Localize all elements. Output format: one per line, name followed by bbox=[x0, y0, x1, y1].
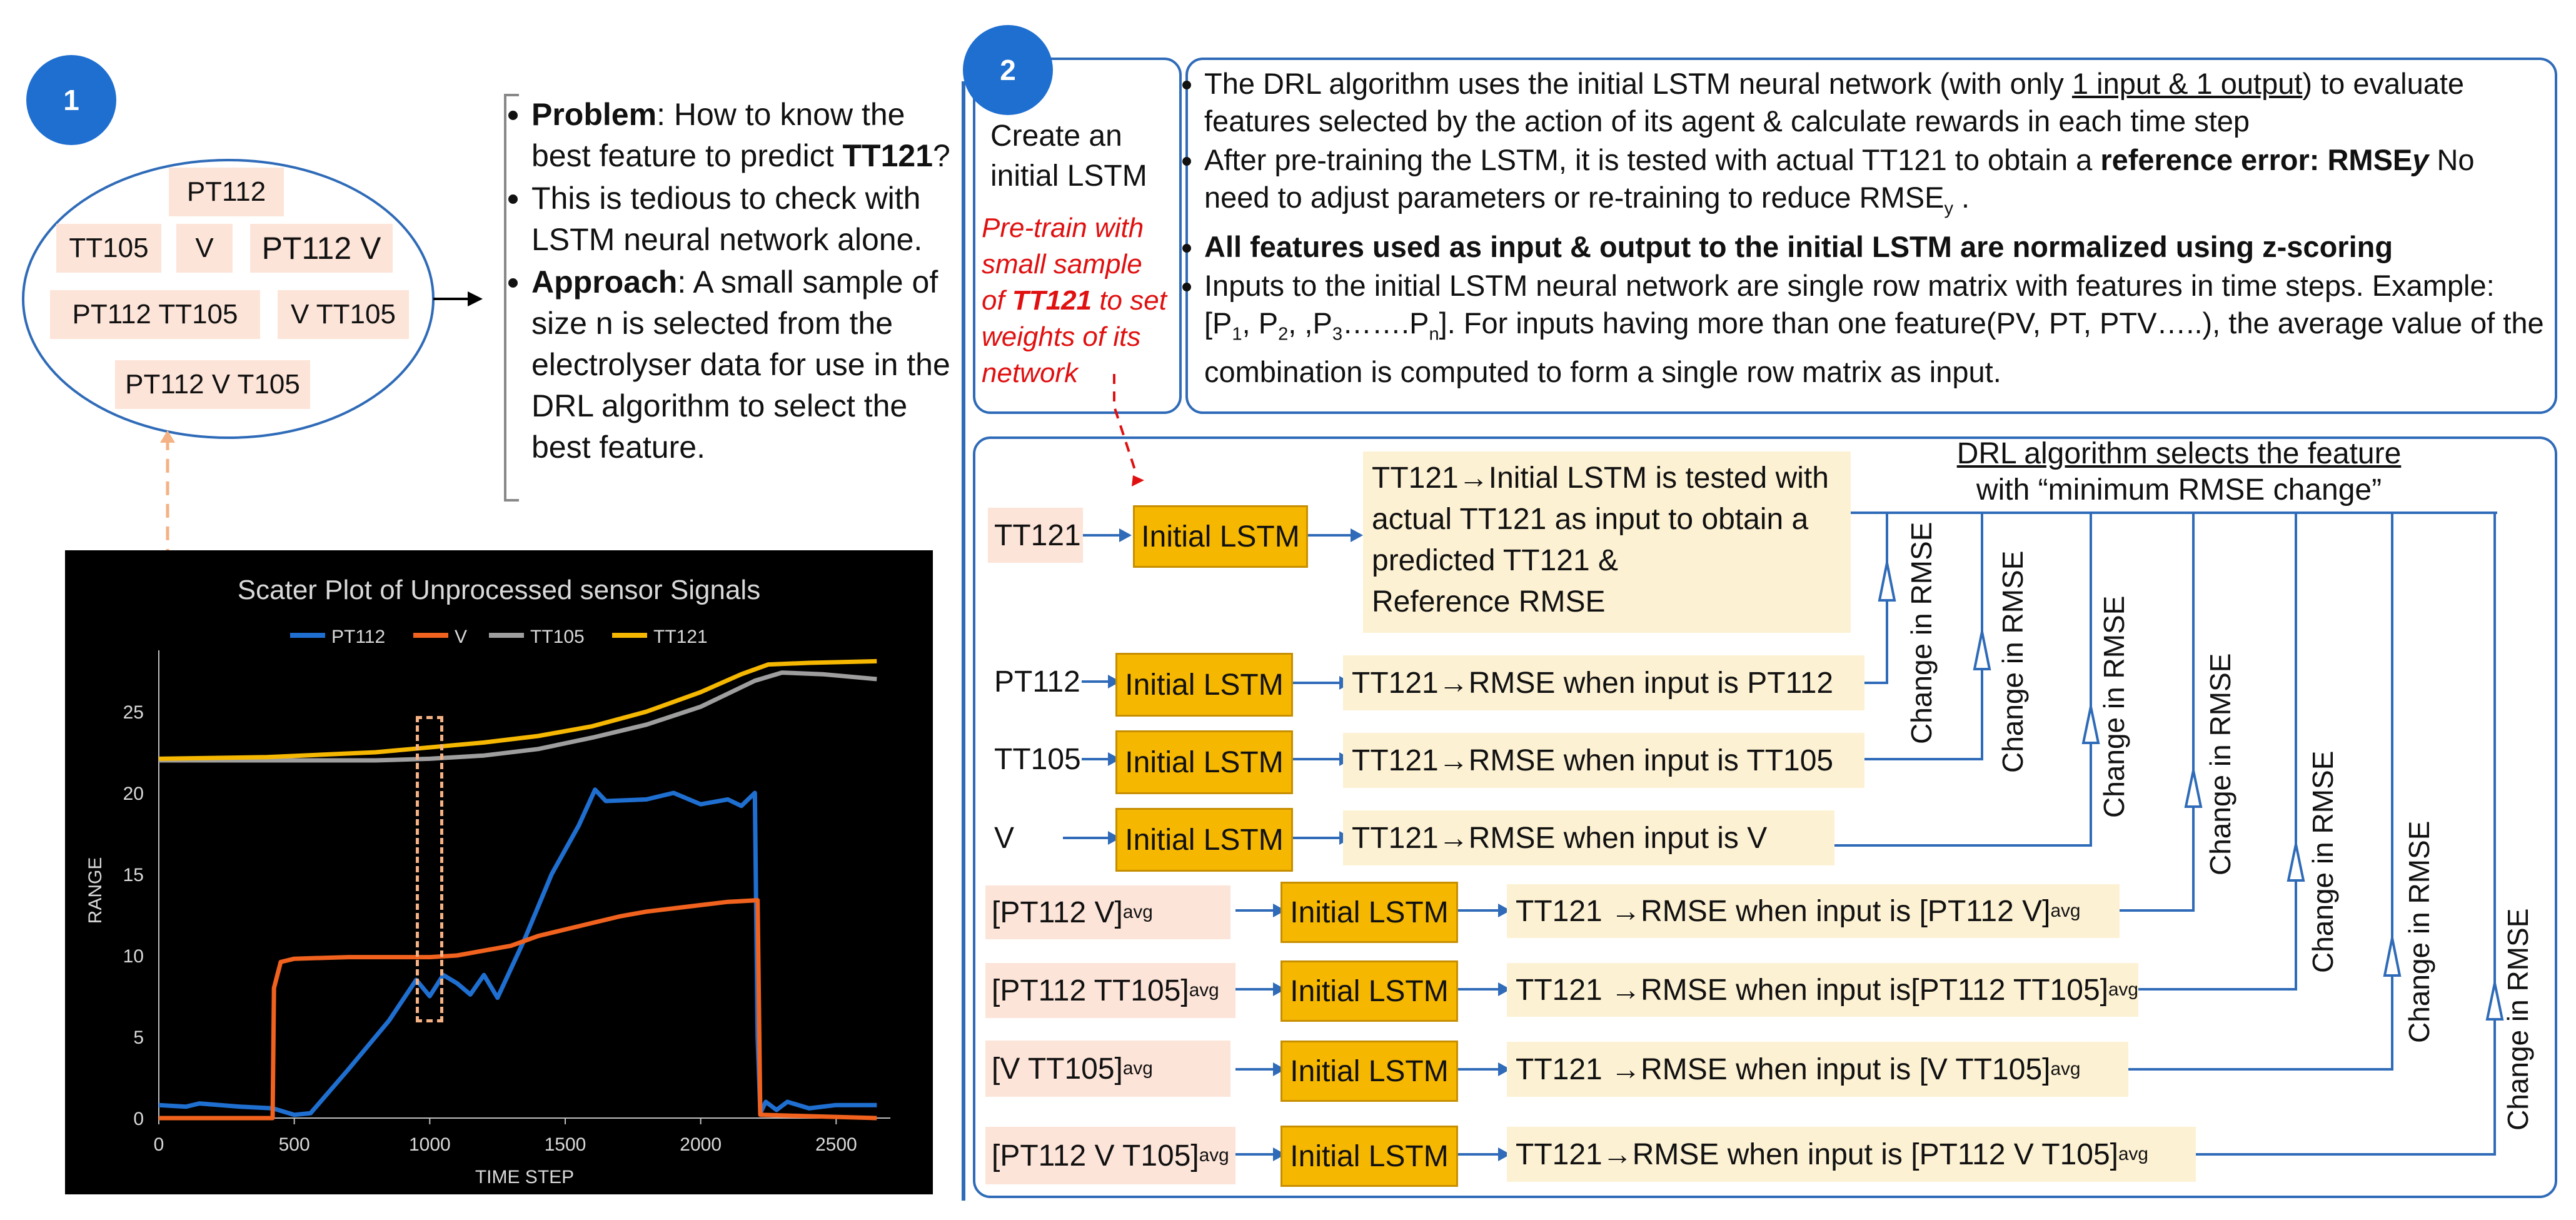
input-v: V bbox=[994, 821, 1015, 855]
y-axis-title: RANGE bbox=[85, 857, 106, 924]
x-tick-label: 2000 bbox=[680, 1134, 722, 1155]
series-line-tt105 bbox=[159, 670, 877, 763]
pretrain-note: Pre-train with small sample of TT121 to … bbox=[982, 213, 1167, 388]
chip-tt105: TT105 bbox=[56, 224, 161, 273]
input-v-tt105-avg: [V TT105] avg bbox=[985, 1041, 1230, 1097]
series-line-v bbox=[159, 898, 877, 1121]
input-pt112-v-t105-avg: [PT112 V T105] avg bbox=[985, 1127, 1235, 1184]
x-tick-label: 500 bbox=[279, 1134, 310, 1155]
lstm-v-tt105: Initial LSTM bbox=[1280, 1041, 1458, 1102]
series-line-tt121 bbox=[158, 658, 877, 761]
chip-pt112-v-t105: PT112 V T105 bbox=[115, 360, 310, 409]
create-lstm-title: Create an initial LSTM bbox=[990, 119, 1147, 193]
approach-bullet: Approach: A small sample of size n is se… bbox=[531, 261, 957, 468]
lstm-pt112-v-t105: Initial LSTM bbox=[1280, 1126, 1458, 1187]
change-label-1: Change in RMSE bbox=[1905, 522, 1938, 744]
drl-header-line2: with “minimum RMSE change” bbox=[1976, 473, 2382, 507]
reference-error-bullet: After pre-training the LSTM, it is teste… bbox=[1204, 141, 2546, 227]
legend-label-tt105: TT105 bbox=[530, 627, 585, 647]
result-pt112-v-t105: TT121→RMSE when input is [PT112 V T105] a… bbox=[1507, 1127, 2196, 1182]
lstm-v: Initial LSTM bbox=[1115, 808, 1293, 872]
ref-input-tt121: TT121 bbox=[988, 508, 1083, 563]
drl-usage-bullet: The DRL algorithm uses the initial LSTM … bbox=[1204, 65, 2546, 140]
step-1-badge: 1 bbox=[26, 55, 116, 145]
legend-label-tt121: TT121 bbox=[653, 627, 708, 647]
x-tick-label: 0 bbox=[154, 1134, 164, 1155]
ref-lstm: Initial LSTM bbox=[1133, 505, 1308, 568]
x-axis-title: TIME STEP bbox=[475, 1167, 574, 1187]
selection-dashed-box bbox=[416, 716, 443, 1022]
y-tick-label: 0 bbox=[133, 1109, 144, 1129]
result-pt112: TT121→RMSE when input is PT112 bbox=[1343, 655, 1864, 710]
chip-pt112-tt105: PT112 TT105 bbox=[50, 290, 260, 339]
result-v: TT121→RMSE when input is V bbox=[1343, 810, 1834, 865]
tedious-bullet: This is tedious to check with LSTM neura… bbox=[531, 178, 957, 260]
input-pt112-tt105-avg: [PT112 TT105] avg bbox=[985, 963, 1235, 1018]
y-tick-label: 25 bbox=[123, 702, 144, 723]
change-label-2: Change in RMSE bbox=[1996, 550, 2029, 773]
lstm-tt105: Initial LSTM bbox=[1115, 730, 1293, 794]
change-label-3: Change in RMSE bbox=[2098, 595, 2130, 818]
y-tick-label: 10 bbox=[123, 946, 144, 967]
feature-ellipse bbox=[22, 94, 519, 550]
change-label-7: Change in RMSE bbox=[2502, 908, 2534, 1131]
panel1-bullet-list: Problem: How to know the best feature to… bbox=[500, 94, 957, 469]
chart-title: Scater Plot of Unprocessed sensor Signal… bbox=[238, 575, 760, 605]
scatter-chart: Scater Plot of Unprocessed sensor Signal… bbox=[85, 575, 890, 1187]
result-pt112-v: TT121 →RMSE when input is [PT112 V] avg bbox=[1507, 884, 2120, 938]
legend-label-v: V bbox=[455, 627, 467, 647]
change-label-4: Change in RMSE bbox=[2204, 653, 2236, 875]
lstm-pt112-tt105: Initial LSTM bbox=[1280, 960, 1458, 1022]
x-tick-label: 1500 bbox=[545, 1134, 586, 1155]
result-pt112-tt105: TT121 →RMSE when input is[PT112 TT105] av… bbox=[1507, 963, 2138, 1017]
legend-label-pt112: PT112 bbox=[331, 627, 385, 647]
change-label-5: Change in RMSE bbox=[2307, 750, 2339, 973]
chip-v: V bbox=[176, 224, 233, 273]
lstm-pt112-v: Initial LSTM bbox=[1280, 882, 1458, 943]
inputs-bullet: Inputs to the initial LSTM neural networ… bbox=[1204, 267, 2546, 390]
input-pt112-v-avg: [PT112 V] avg bbox=[985, 885, 1230, 939]
result-tt105: TT121→RMSE when input is TT105 bbox=[1343, 733, 1864, 788]
drl-header-line1: DRL algorithm selects the feature bbox=[1956, 437, 2402, 470]
y-tick-label: 20 bbox=[123, 784, 144, 804]
chip-v-tt105: V TT105 bbox=[278, 290, 409, 339]
change-label-6: Change in RMSE bbox=[2403, 820, 2435, 1043]
chip-pt112: PT112 bbox=[169, 168, 284, 216]
chip-pt112-v: PT112 V bbox=[250, 224, 393, 273]
lstm-pt112: Initial LSTM bbox=[1115, 653, 1293, 717]
step-2-badge: 2 bbox=[963, 25, 1053, 115]
input-tt105: TT105 bbox=[994, 742, 1081, 776]
ref-result: TT121→Initial LSTM is tested with actual… bbox=[1363, 451, 1851, 633]
panel2-divider bbox=[962, 81, 965, 1201]
result-v-tt105: TT121 →RMSE when input is [V TT105] avg bbox=[1507, 1042, 2128, 1097]
normalization-bullet: All features used as input & output to t… bbox=[1204, 228, 2546, 266]
x-tick-label: 2500 bbox=[815, 1134, 857, 1155]
chart-background bbox=[65, 550, 933, 1194]
panel2-info-box bbox=[1185, 58, 2557, 414]
problem-bullet: Problem: How to know the best feature to… bbox=[531, 94, 957, 176]
x-tick-label: 1000 bbox=[409, 1134, 451, 1155]
input-pt112: PT112 bbox=[994, 665, 1080, 698]
create-lstm-box bbox=[973, 58, 1182, 414]
panel2-bullet-list: The DRL algorithm uses the initial LSTM … bbox=[1173, 65, 2546, 392]
y-tick-label: 5 bbox=[133, 1027, 144, 1048]
y-tick-label: 15 bbox=[123, 865, 144, 885]
